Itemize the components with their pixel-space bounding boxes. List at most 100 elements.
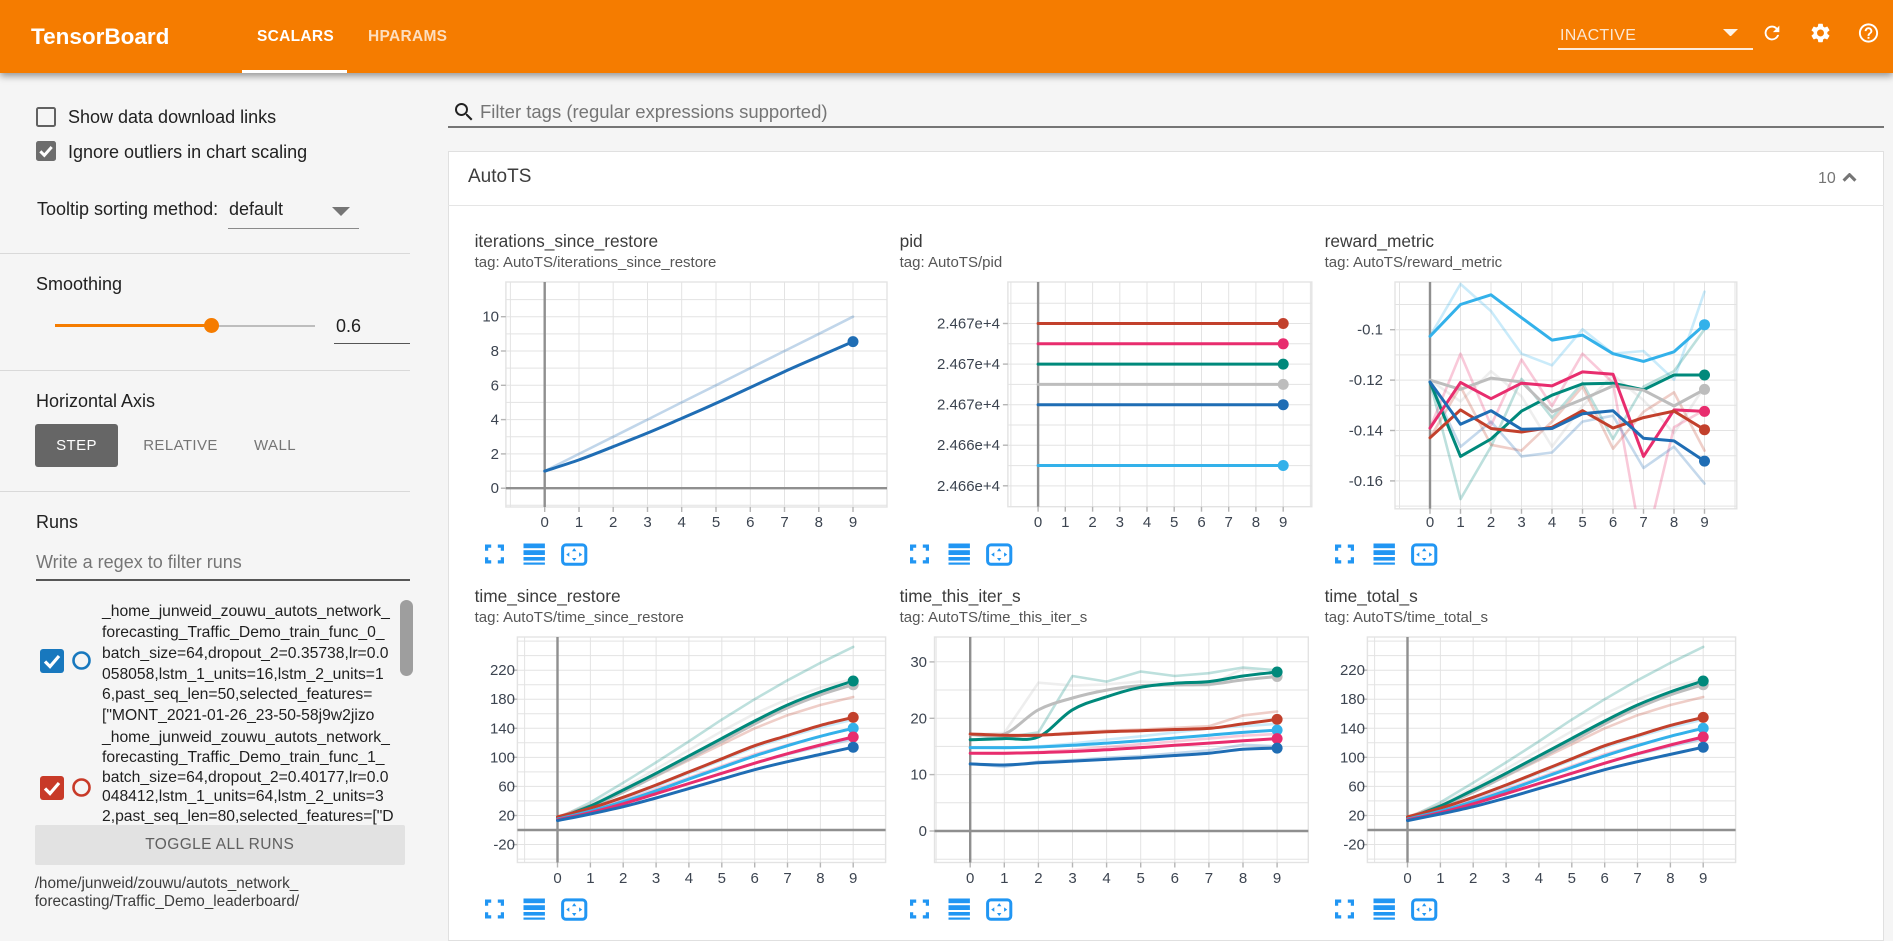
svg-text:10: 10	[482, 309, 499, 326]
svg-text:140: 140	[1340, 720, 1365, 737]
svg-text:6: 6	[1601, 870, 1609, 887]
svg-text:6: 6	[491, 377, 499, 394]
svg-text:tag: AutoTS/time_since_restore: tag: AutoTS/time_since_restore	[475, 609, 684, 626]
svg-text:-0.12: -0.12	[1349, 372, 1383, 389]
svg-text:6: 6	[746, 514, 754, 531]
svg-text:time_since_restore: time_since_restore	[475, 586, 621, 606]
svg-text:6: 6	[1171, 870, 1179, 887]
svg-text:1: 1	[1436, 870, 1444, 887]
svg-text:-20: -20	[1343, 837, 1365, 854]
svg-text:7: 7	[1225, 514, 1233, 531]
svg-text:180: 180	[1340, 691, 1365, 708]
svg-text:8: 8	[1239, 870, 1247, 887]
svg-text:9: 9	[1699, 870, 1707, 887]
svg-text:20: 20	[498, 808, 515, 825]
svg-text:-0.16: -0.16	[1349, 473, 1383, 490]
svg-text:3: 3	[1068, 870, 1076, 887]
svg-text:4: 4	[678, 514, 686, 531]
svg-text:0: 0	[919, 823, 927, 840]
svg-text:9: 9	[1279, 514, 1287, 531]
svg-text:3: 3	[1116, 514, 1124, 531]
svg-text:3: 3	[1517, 514, 1525, 531]
svg-text:time_total_s: time_total_s	[1325, 586, 1419, 606]
svg-text:8: 8	[815, 514, 823, 531]
svg-text:5: 5	[712, 514, 720, 531]
svg-text:7: 7	[783, 870, 791, 887]
svg-text:7: 7	[1639, 514, 1647, 531]
svg-text:10: 10	[910, 767, 927, 784]
svg-text:1: 1	[1000, 870, 1008, 887]
svg-text:100: 100	[490, 749, 515, 766]
svg-text:1: 1	[575, 514, 583, 531]
svg-text:9: 9	[1273, 870, 1281, 887]
svg-text:2: 2	[1469, 870, 1477, 887]
svg-text:60: 60	[498, 778, 515, 795]
svg-text:0: 0	[1403, 870, 1411, 887]
svg-text:tag: AutoTS/pid: tag: AutoTS/pid	[900, 254, 1003, 271]
svg-text:4: 4	[1548, 514, 1556, 531]
svg-text:3: 3	[652, 870, 660, 887]
svg-text:8: 8	[816, 870, 824, 887]
svg-text:2: 2	[619, 870, 627, 887]
svg-text:8: 8	[1666, 870, 1674, 887]
svg-text:220: 220	[1340, 662, 1365, 679]
svg-text:-0.1: -0.1	[1357, 322, 1383, 339]
svg-text:4: 4	[1143, 514, 1151, 531]
svg-text:9: 9	[1700, 514, 1708, 531]
svg-text:140: 140	[490, 720, 515, 737]
svg-text:4: 4	[1102, 870, 1110, 887]
svg-text:100: 100	[1340, 749, 1365, 766]
svg-text:0: 0	[491, 480, 499, 497]
svg-text:3: 3	[1502, 870, 1510, 887]
svg-text:tag: AutoTS/time_total_s: tag: AutoTS/time_total_s	[1325, 609, 1488, 626]
svg-text:0: 0	[553, 870, 561, 887]
svg-text:0: 0	[1034, 514, 1042, 531]
svg-text:6: 6	[1609, 514, 1617, 531]
svg-text:4: 4	[685, 870, 693, 887]
svg-text:2: 2	[609, 514, 617, 531]
svg-text:8: 8	[491, 343, 499, 360]
svg-text:tag: AutoTS/reward_metric: tag: AutoTS/reward_metric	[1325, 254, 1503, 271]
svg-text:60: 60	[1348, 778, 1365, 795]
svg-text:0: 0	[1426, 514, 1434, 531]
svg-text:5: 5	[1578, 514, 1586, 531]
svg-text:2: 2	[491, 446, 499, 463]
svg-text:3: 3	[643, 514, 651, 531]
svg-text:5: 5	[1137, 870, 1145, 887]
svg-text:7: 7	[1633, 870, 1641, 887]
svg-text:180: 180	[490, 691, 515, 708]
svg-text:pid: pid	[900, 231, 923, 251]
svg-text:2: 2	[1088, 514, 1096, 531]
svg-text:-20: -20	[493, 837, 515, 854]
svg-text:220: 220	[490, 662, 515, 679]
svg-text:8: 8	[1670, 514, 1678, 531]
svg-text:reward_metric: reward_metric	[1325, 231, 1435, 251]
svg-text:20: 20	[1348, 808, 1365, 825]
svg-text:2: 2	[1034, 870, 1042, 887]
svg-text:2.466e+4: 2.466e+4	[937, 478, 1000, 495]
svg-text:1: 1	[1456, 514, 1464, 531]
svg-text:0: 0	[966, 870, 974, 887]
svg-text:6: 6	[751, 870, 759, 887]
svg-text:-0.14: -0.14	[1349, 423, 1383, 440]
svg-text:0: 0	[541, 514, 549, 531]
svg-text:7: 7	[780, 514, 788, 531]
svg-text:tag: AutoTS/time_this_iter_s: tag: AutoTS/time_this_iter_s	[900, 609, 1088, 626]
svg-text:2: 2	[1487, 514, 1495, 531]
svg-text:4: 4	[1535, 870, 1543, 887]
svg-text:4: 4	[491, 412, 499, 429]
svg-text:6: 6	[1197, 514, 1205, 531]
svg-text:9: 9	[849, 870, 857, 887]
svg-text:2.466e+4: 2.466e+4	[937, 437, 1000, 454]
svg-text:9: 9	[849, 514, 857, 531]
svg-text:1: 1	[586, 870, 594, 887]
svg-text:20: 20	[910, 710, 927, 727]
svg-text:30: 30	[910, 654, 927, 671]
svg-text:2.467e+4: 2.467e+4	[937, 397, 1000, 414]
svg-text:8: 8	[1252, 514, 1260, 531]
svg-text:1: 1	[1061, 514, 1069, 531]
svg-text:5: 5	[718, 870, 726, 887]
svg-text:5: 5	[1170, 514, 1178, 531]
svg-text:2.467e+4: 2.467e+4	[937, 356, 1000, 373]
svg-text:time_this_iter_s: time_this_iter_s	[900, 586, 1021, 606]
